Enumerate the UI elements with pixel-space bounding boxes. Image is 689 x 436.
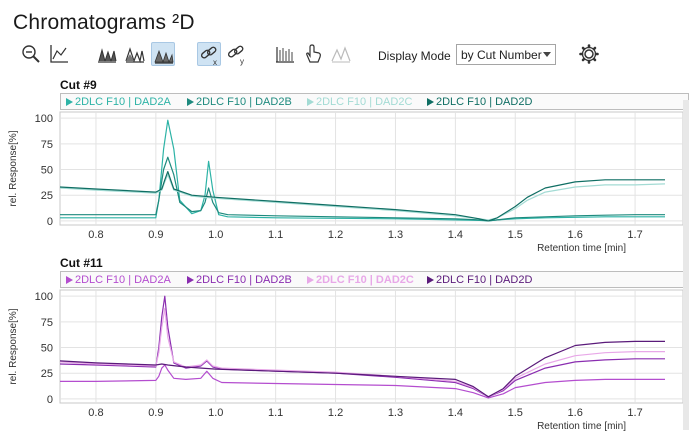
legend-marker-icon bbox=[427, 98, 434, 106]
display-mode-select[interactable]: by Cut Number bbox=[456, 44, 556, 65]
peak-label-icon[interactable] bbox=[329, 42, 353, 66]
legend-item[interactable]: 2DLC F10 | DAD2D bbox=[427, 96, 532, 108]
overlay-peaks-icon[interactable] bbox=[95, 42, 119, 66]
x-tick-label: 1.4 bbox=[448, 407, 463, 419]
series-line bbox=[60, 119, 665, 222]
link-x-icon[interactable]: x bbox=[197, 42, 221, 67]
legend-item[interactable]: 2DLC F10 | DAD2A bbox=[66, 96, 171, 108]
legend-item[interactable]: 2DLC F10 | DAD2C bbox=[307, 96, 412, 108]
x-tick-label: 1.2 bbox=[328, 407, 343, 419]
cut-title: Cut #9 bbox=[60, 78, 97, 92]
legend-item[interactable]: 2DLC F10 | DAD2D bbox=[427, 274, 532, 286]
legend-marker-icon bbox=[307, 276, 314, 284]
legend-marker-icon bbox=[66, 98, 73, 106]
y-tick-label: 100 bbox=[35, 291, 53, 303]
y-tick-label: 75 bbox=[41, 139, 53, 151]
hand-pointer-icon[interactable] bbox=[301, 42, 325, 66]
legend-item[interactable]: 2DLC F10 | DAD2A bbox=[66, 274, 171, 286]
y-tick-label: 0 bbox=[47, 394, 53, 406]
y-tick-label: 50 bbox=[41, 343, 53, 355]
x-tick-label: 1.6 bbox=[568, 229, 583, 241]
cut-title: Cut #11 bbox=[60, 256, 103, 270]
x-tick-label: 0.8 bbox=[88, 229, 103, 241]
y-tick-label: 75 bbox=[41, 317, 53, 329]
series-line bbox=[60, 364, 665, 399]
legend-marker-icon bbox=[427, 276, 434, 284]
series-line bbox=[59, 307, 665, 398]
gear-icon[interactable] bbox=[577, 42, 601, 66]
x-tick-label: 1.7 bbox=[627, 407, 642, 419]
x-axis-label: Retention time [min] bbox=[537, 243, 626, 254]
x-tick-label: 0.9 bbox=[148, 229, 163, 241]
y-tick-label: 0 bbox=[47, 216, 53, 228]
link-y-icon[interactable]: y bbox=[225, 42, 249, 66]
x-tick-label: 1.3 bbox=[388, 407, 403, 419]
y-tick-label: 50 bbox=[41, 165, 53, 177]
x-tick-label: 1.1 bbox=[268, 407, 283, 419]
legend-item[interactable]: 2DLC F10 | DAD2C bbox=[307, 274, 414, 286]
legend-item[interactable]: 2DLC F10 | DAD2B bbox=[187, 96, 292, 108]
x-tick-label: 1.0 bbox=[208, 407, 223, 419]
legend-item[interactable]: 2DLC F10 | DAD2B bbox=[187, 274, 292, 286]
x-tick-label: 0.9 bbox=[148, 407, 163, 419]
y-tick-label: 100 bbox=[35, 113, 53, 125]
series-line bbox=[59, 170, 665, 222]
plot-area bbox=[59, 289, 684, 404]
vertical-scrollbar[interactable] bbox=[683, 100, 689, 430]
toolbar: x y Display Mode by Cut Number bbox=[0, 40, 689, 70]
x-tick-label: 1.6 bbox=[568, 407, 583, 419]
chevron-down-icon bbox=[543, 52, 551, 57]
y-axis-label: rel. Response[%] bbox=[8, 130, 19, 206]
axis-reset-icon[interactable] bbox=[47, 42, 71, 66]
y-axis-label: rel. Response[%] bbox=[8, 308, 19, 384]
zoom-out-icon[interactable] bbox=[19, 42, 43, 66]
x-tick-label: 1.0 bbox=[208, 229, 223, 241]
legend-marker-icon bbox=[187, 98, 194, 106]
legend-marker-icon bbox=[307, 98, 314, 106]
series-line bbox=[60, 156, 665, 222]
x-tick-label: 1.4 bbox=[448, 229, 463, 241]
legend-marker-icon bbox=[66, 276, 73, 284]
x-tick-label: 1.1 bbox=[268, 229, 283, 241]
x-tick-label: 1.5 bbox=[508, 229, 523, 241]
y-tick-label: 25 bbox=[41, 190, 53, 202]
x-tick-label: 0.8 bbox=[88, 407, 103, 419]
display-mode-value: by Cut Number bbox=[461, 48, 542, 62]
svg-text:y: y bbox=[240, 57, 244, 66]
x-tick-label: 1.7 bbox=[627, 229, 642, 241]
display-mode-label: Display Mode bbox=[378, 49, 451, 63]
x-axis-label: Retention time [min] bbox=[537, 421, 626, 432]
chart-plot[interactable]: 0.8 0.9 1.0 1.1 1.2 1.3 1.4 1.5 1.6 1.7 0 25 50 75 100… bbox=[0, 110, 689, 255]
chart-plot[interactable]: 0.8 0.9 1.0 1.1 1.2 1.3 1.4 1.5 1.6 1.7 0 25 50 75 100… bbox=[0, 288, 689, 433]
chart-legend: 2DLC F10 | DAD2A 2DLC F10 | DAD2B 2DLC F… bbox=[60, 271, 689, 288]
series-line bbox=[59, 340, 665, 398]
chart-legend: 2DLC F10 | DAD2A 2DLC F10 | DAD2B 2DLC F… bbox=[60, 93, 689, 110]
legend-marker-icon bbox=[187, 276, 194, 284]
stack-peaks-icon[interactable] bbox=[123, 42, 147, 66]
svg-text:x: x bbox=[213, 58, 217, 67]
x-tick-label: 1.3 bbox=[388, 229, 403, 241]
ruler-icon[interactable] bbox=[273, 42, 297, 66]
window-title: Chromatograms ²D bbox=[13, 11, 195, 34]
x-tick-label: 1.2 bbox=[328, 229, 343, 241]
x-tick-label: 1.5 bbox=[508, 407, 523, 419]
filled-peaks-icon[interactable] bbox=[151, 42, 175, 66]
y-tick-label: 25 bbox=[41, 368, 53, 380]
